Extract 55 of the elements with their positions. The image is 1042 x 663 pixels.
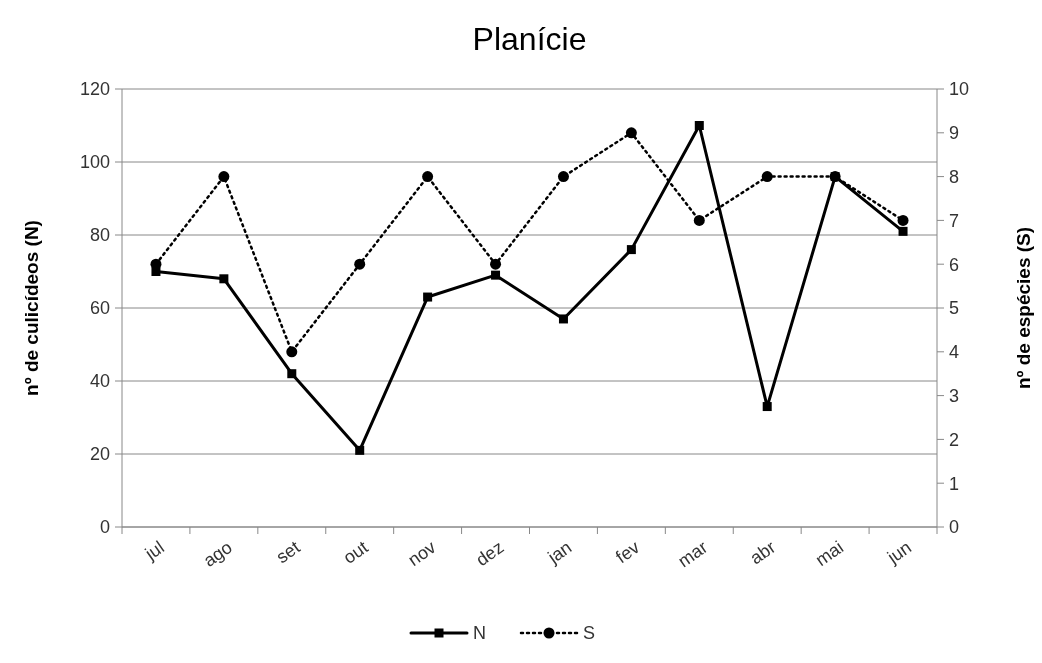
y2-tick-label: 10 [949, 79, 970, 100]
legend-label: N [473, 623, 486, 644]
x-tick-label: abr [746, 537, 780, 569]
point [693, 214, 705, 226]
x-tick-label: nov [404, 537, 440, 571]
x-tick-label: fev [612, 537, 644, 568]
point [694, 121, 704, 130]
y-tick-label: 80 [89, 225, 110, 246]
point [557, 171, 569, 183]
y-tick-label: 40 [89, 371, 110, 392]
y2-tick-label: 7 [949, 210, 960, 231]
x-tick-label: set [272, 537, 304, 568]
y2-tick-label: 5 [949, 298, 960, 319]
point [626, 245, 636, 255]
y-axis-title: nº de culicídeos (N) [21, 220, 42, 396]
chart-title: Planície [472, 21, 587, 57]
y2-tick-label: 2 [949, 429, 960, 450]
point [354, 258, 366, 270]
x-tick-label: mai [811, 537, 848, 571]
y2-tick-label: 4 [949, 342, 960, 363]
point [219, 274, 229, 284]
point [490, 258, 502, 270]
x-tick-label: ago [199, 537, 236, 571]
y-tick-label: 60 [89, 298, 110, 319]
y2-axis-title: nº de espécies (S) [1013, 226, 1034, 390]
y2-tick-label: 1 [949, 473, 960, 494]
y-tick-label: 20 [89, 444, 110, 465]
x-tick-label: out [339, 537, 372, 568]
legend-label: S [583, 623, 596, 644]
x-tick-label: jun [882, 537, 915, 568]
y-tick-label: 100 [79, 152, 110, 173]
y2-tick-label: 6 [949, 254, 960, 275]
point [286, 346, 298, 358]
point [558, 314, 568, 324]
point [897, 214, 909, 226]
point [423, 292, 433, 302]
y2-tick-label: 0 [949, 517, 960, 538]
point [355, 445, 365, 455]
point [491, 270, 501, 280]
point [218, 171, 230, 183]
point [761, 171, 773, 183]
x-tick-label: dez [472, 537, 508, 571]
y2-tick-label: 9 [949, 123, 960, 144]
point [422, 171, 434, 183]
point [625, 127, 637, 139]
y-tick-label: 120 [79, 79, 110, 100]
point [287, 369, 297, 379]
x-tick-label: mar [674, 537, 712, 572]
x-tick-label: jan [543, 537, 576, 568]
y2-tick-label: 3 [949, 385, 960, 406]
y-tick-label: 0 [99, 517, 110, 538]
x-tick-label: jul [140, 537, 168, 565]
y2-tick-label: 8 [949, 166, 960, 187]
point [898, 226, 908, 236]
point [762, 402, 772, 412]
